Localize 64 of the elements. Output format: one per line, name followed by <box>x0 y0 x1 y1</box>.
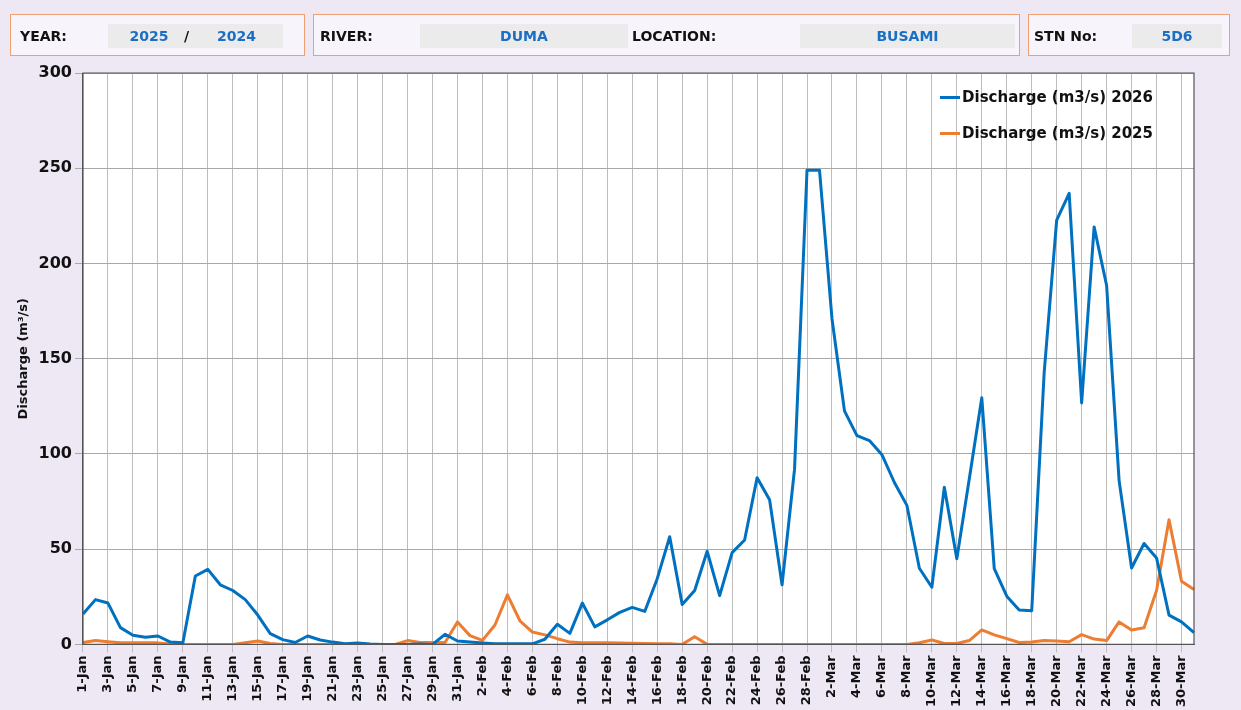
x-tick-label: 21-Jan <box>324 655 340 702</box>
x-tick-label: 7-Jan <box>149 655 165 693</box>
x-tick-label: 25-Jan <box>373 655 389 702</box>
x-tick-label: 18-Feb <box>673 655 689 706</box>
x-tick-label: 30-Mar <box>1172 654 1188 707</box>
y-tick-label: 50 <box>49 538 72 558</box>
value-field: BUSAMI <box>800 24 1015 48</box>
x-tick-label: 29-Jan <box>423 655 439 702</box>
x-tick-label: 5-Jan <box>124 655 140 693</box>
y-tick-label: 150 <box>38 347 72 367</box>
x-tick-label: 2-Mar <box>823 654 839 698</box>
x-tick-label: 8-Feb <box>548 655 564 697</box>
text: / <box>184 28 190 44</box>
x-tick-label: 28-Mar <box>1147 654 1163 707</box>
x-tick-label: 24-Feb <box>748 655 764 706</box>
x-tick-label: 8-Mar <box>898 654 914 698</box>
text: YEAR: <box>20 28 67 44</box>
x-tick-label: 11-Jan <box>199 655 215 702</box>
x-tick-label: 2-Feb <box>473 655 489 697</box>
x-tick-label: 16-Feb <box>648 655 664 706</box>
x-tick-label: 28-Feb <box>798 655 814 706</box>
x-tick-label: 4-Mar <box>848 654 864 698</box>
x-tick-label: 16-Mar <box>998 654 1014 707</box>
x-tick-label: 10-Mar <box>923 654 939 707</box>
x-tick-label: 6-Feb <box>523 655 539 697</box>
y-tick-label: 0 <box>60 633 72 653</box>
text: LOCATION: <box>632 28 717 44</box>
x-tick-label: 22-Mar <box>1073 654 1089 707</box>
x-tick-label: 23-Jan <box>349 655 364 702</box>
y-axis-title: Discharge (m³/s) <box>15 298 31 420</box>
y-tick-label: 300 <box>38 62 72 82</box>
y-tick-label: 250 <box>38 157 72 177</box>
x-tick-label: 20-Mar <box>1048 654 1064 707</box>
x-tick-label: 13-Jan <box>224 655 240 702</box>
x-tick-label: 20-Feb <box>698 655 714 706</box>
x-tick-label: 17-Jan <box>274 655 290 702</box>
x-tick-label: 26-Feb <box>773 655 789 706</box>
x-tick-label: 18-Mar <box>1023 654 1039 707</box>
legend-label: Discharge (m3/s) 2025 <box>962 124 1153 142</box>
x-tick-label: 10-Feb <box>573 655 589 706</box>
x-tick-label: 27-Jan <box>398 655 414 702</box>
text: STN No: <box>1034 28 1098 44</box>
x-tick-label: 1-Jan <box>74 655 90 693</box>
x-tick-label: 6-Mar <box>873 654 889 698</box>
x-tick-label: 12-Feb <box>598 655 614 706</box>
value-field: DUMA <box>420 24 628 48</box>
x-tick-label: 19-Jan <box>299 655 315 702</box>
legend-label: Discharge (m3/s) 2026 <box>962 88 1153 106</box>
x-tick-label: 4-Feb <box>498 655 514 697</box>
x-tick-label: 24-Mar <box>1097 654 1113 707</box>
y-tick-label: 100 <box>38 443 72 463</box>
x-tick-label: 12-Mar <box>948 654 964 707</box>
x-tick-label: 15-Jan <box>249 655 265 702</box>
x-tick-label: 9-Jan <box>174 655 190 693</box>
value-field: 5D6 <box>1132 24 1222 48</box>
text: RIVER: <box>320 28 373 44</box>
value-field: 2024 <box>190 24 283 48</box>
x-tick-label: 14-Mar <box>973 654 989 707</box>
x-tick-label: 3-Jan <box>99 655 115 693</box>
x-tick-label: 14-Feb <box>623 655 639 706</box>
x-tick-label: 22-Feb <box>723 655 739 706</box>
y-tick-label: 200 <box>38 252 72 272</box>
x-tick-label: 31-Jan <box>448 655 464 702</box>
x-tick-label: 26-Mar <box>1122 654 1138 707</box>
